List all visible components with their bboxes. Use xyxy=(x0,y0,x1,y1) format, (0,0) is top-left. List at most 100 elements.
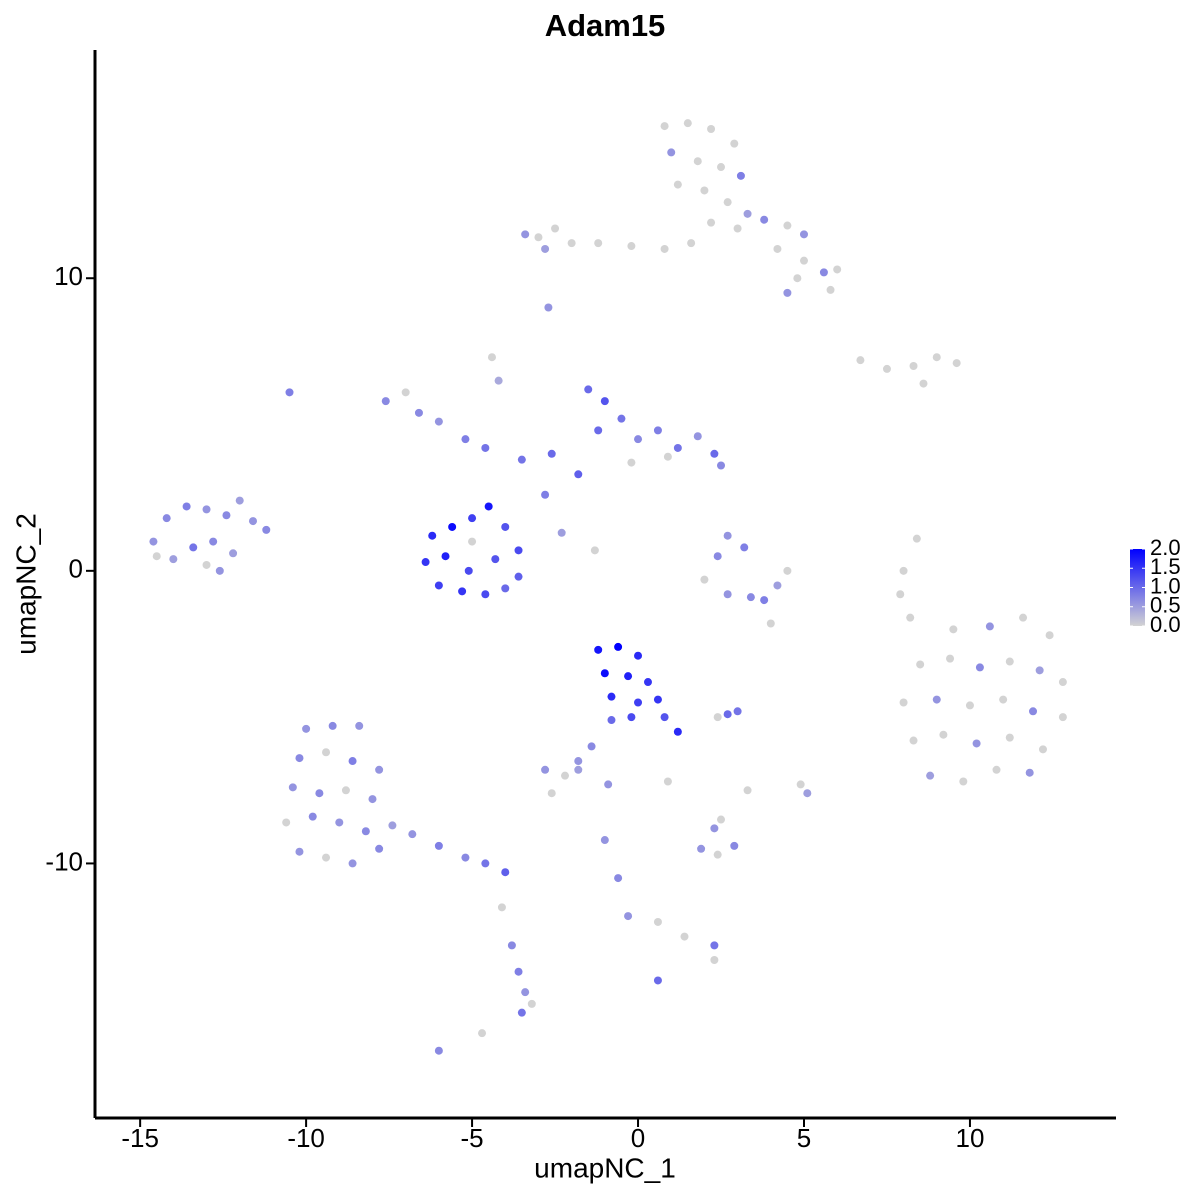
point xyxy=(341,786,350,795)
point xyxy=(302,724,311,733)
point xyxy=(1058,713,1067,722)
point xyxy=(919,379,928,388)
point xyxy=(856,356,865,365)
y-tick-label: 0 xyxy=(69,554,83,584)
point xyxy=(617,414,626,423)
x-tick-label: 0 xyxy=(631,1123,645,1153)
point xyxy=(434,1046,443,1055)
y-tick-label: -10 xyxy=(45,846,83,876)
x-tick-label: -10 xyxy=(287,1123,325,1153)
point xyxy=(723,710,732,719)
point xyxy=(541,490,550,499)
point xyxy=(557,528,566,537)
y-tick-label: 10 xyxy=(54,261,83,291)
point xyxy=(899,566,908,575)
point xyxy=(481,859,490,868)
point xyxy=(448,522,457,531)
point xyxy=(587,742,596,751)
point xyxy=(401,388,410,397)
point xyxy=(660,713,669,722)
colorbar xyxy=(1130,549,1145,626)
point xyxy=(687,239,696,248)
point xyxy=(375,765,384,774)
points xyxy=(149,119,1067,1055)
point xyxy=(733,707,742,716)
point xyxy=(733,224,742,233)
point xyxy=(643,678,652,687)
point xyxy=(514,546,523,555)
point xyxy=(262,525,271,534)
point xyxy=(162,514,171,523)
x-axis-label: umapNC_1 xyxy=(534,1152,676,1183)
point xyxy=(521,988,530,997)
point xyxy=(494,376,503,385)
point xyxy=(381,397,390,406)
point xyxy=(428,531,437,540)
point xyxy=(182,502,191,511)
point xyxy=(584,385,593,394)
point xyxy=(624,912,633,921)
point xyxy=(680,932,689,941)
point xyxy=(501,584,510,593)
point xyxy=(773,581,782,590)
point xyxy=(932,695,941,704)
point xyxy=(1035,666,1044,675)
point xyxy=(527,999,536,1008)
point xyxy=(673,180,682,189)
point xyxy=(710,955,719,964)
point xyxy=(673,443,682,452)
point xyxy=(743,209,752,218)
point xyxy=(541,244,550,253)
point xyxy=(421,558,430,567)
point xyxy=(912,534,921,543)
point xyxy=(322,853,331,862)
point xyxy=(730,139,739,148)
point xyxy=(746,593,755,602)
point xyxy=(229,549,238,558)
point xyxy=(999,695,1008,704)
point xyxy=(464,566,473,575)
point xyxy=(909,362,918,371)
point xyxy=(783,221,792,230)
point xyxy=(202,505,211,514)
point xyxy=(882,364,891,373)
point xyxy=(368,795,377,804)
point xyxy=(152,552,161,561)
point xyxy=(574,757,583,766)
colorbar-label: 2.0 xyxy=(1150,535,1181,560)
point xyxy=(926,771,935,780)
point xyxy=(484,502,493,511)
colorbar-label: 0.5 xyxy=(1150,593,1181,618)
point xyxy=(478,1029,487,1038)
point xyxy=(952,359,961,368)
point xyxy=(551,224,560,233)
point xyxy=(707,125,716,134)
x-tick-label: -15 xyxy=(121,1123,159,1153)
point xyxy=(322,748,331,757)
point xyxy=(414,408,423,417)
point xyxy=(653,695,662,704)
point xyxy=(959,777,968,786)
point xyxy=(517,455,526,464)
point xyxy=(295,754,304,763)
point xyxy=(328,721,337,730)
point xyxy=(335,818,344,827)
point xyxy=(481,590,490,599)
point xyxy=(796,780,805,789)
point xyxy=(783,566,792,575)
point xyxy=(355,721,364,730)
point xyxy=(660,122,669,131)
point xyxy=(627,458,636,467)
point xyxy=(501,522,510,531)
point xyxy=(627,713,636,722)
point xyxy=(441,552,450,561)
point xyxy=(803,789,812,798)
point xyxy=(434,417,443,426)
point xyxy=(209,537,218,546)
point xyxy=(215,566,224,575)
point xyxy=(288,783,297,792)
point xyxy=(487,353,496,362)
x-tick-label: -5 xyxy=(461,1123,484,1153)
point xyxy=(710,449,719,458)
point xyxy=(760,215,769,224)
